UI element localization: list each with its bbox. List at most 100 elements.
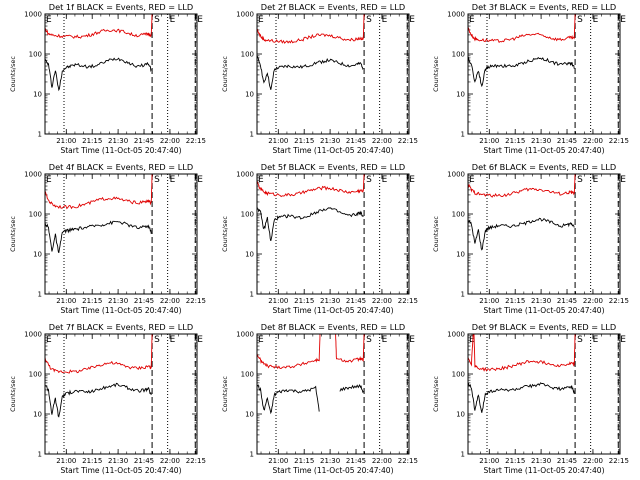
y-tick-label: 1 (38, 451, 42, 459)
x-tick-label: 21:15 (82, 137, 102, 145)
y-tick-label: 100 (452, 371, 465, 379)
chart-panel-7: Det 7f BLACK = Events, RED = LLD Counts/s… (9, 322, 206, 475)
x-tick-label: 21:30 (320, 457, 340, 465)
marker-label: E (170, 15, 176, 25)
events-series-line (44, 220, 152, 254)
y-tick-label: 1000 (447, 331, 465, 339)
events-series-line (256, 206, 364, 242)
x-tick-label: 21:45 (557, 137, 577, 145)
y-tick-label: 1000 (447, 171, 465, 179)
chart-panel-3: Det 3f BLACK = Events, RED = LLD Counts/s… (432, 2, 629, 155)
y-tick-label: 1000 (24, 171, 42, 179)
x-tick-label: 21:45 (346, 137, 366, 145)
chart-panel-1: Det 1f BLACK = Events, RED = LLD Counts/s… (9, 2, 206, 155)
events-series-line (467, 56, 575, 88)
x-tick-label: 21:30 (320, 137, 340, 145)
chart-title: Det 4f BLACK = Events, RED = LLD (49, 162, 193, 172)
y-tick-label: 1 (461, 291, 465, 299)
marker-label: S (154, 175, 160, 185)
events-series-line (44, 382, 152, 418)
y-tick-label: 10 (245, 91, 254, 99)
x-axis-label: Start Time (11-Oct-05 20:47:40) (272, 146, 393, 155)
x-tick-label: 21:45 (134, 137, 154, 145)
marker-label: E (593, 175, 599, 185)
chart-title: Det 1f BLACK = Events, RED = LLD (49, 2, 193, 12)
y-tick-label: 1000 (447, 11, 465, 19)
x-tick-label: 21:00 (479, 457, 499, 465)
chart-title: Det 6f BLACK = Events, RED = LLD (472, 162, 616, 172)
chart-panel-2: Det 2f BLACK = Events, RED = LLD Counts/s… (221, 2, 418, 155)
y-axis-label: Counts/sec (221, 376, 229, 412)
chart-panel-8: Det 8f BLACK = Events, RED = LLD Counts/s… (221, 322, 418, 475)
y-tick-label: 10 (33, 411, 42, 419)
x-tick-label: 21:15 (82, 297, 102, 305)
y-tick-label: 1 (38, 291, 42, 299)
marker-label: E (46, 335, 52, 345)
marker-label: E (170, 335, 176, 345)
marker-label: E (409, 335, 415, 345)
events-series-line (256, 383, 364, 415)
y-tick-label: 1 (461, 131, 465, 139)
y-tick-label: 1 (461, 451, 465, 459)
x-tick-label: 21:45 (346, 297, 366, 305)
chart-panel-6: Det 6f BLACK = Events, RED = LLD Counts/s… (432, 162, 629, 315)
x-tick-label: 21:00 (268, 457, 288, 465)
y-tick-label: 10 (456, 91, 465, 99)
x-tick-label: 22:00 (583, 297, 603, 305)
x-tick-label: 22:15 (398, 457, 418, 465)
marker-label: E (469, 175, 475, 185)
x-tick-label: 21:45 (134, 457, 154, 465)
marker-label: S (154, 15, 160, 25)
plot-frame (256, 333, 410, 455)
events-series-line (467, 382, 575, 413)
y-axis-label: Counts/sec (432, 56, 440, 92)
y-axis-label: Counts/sec (9, 216, 17, 252)
x-tick-label: 22:00 (160, 457, 180, 465)
x-tick-label: 21:00 (268, 297, 288, 305)
y-tick-label: 100 (241, 371, 254, 379)
y-tick-label: 10 (456, 251, 465, 259)
x-tick-label: 21:00 (56, 297, 76, 305)
marker-label: E (197, 15, 203, 25)
chart-title: Det 9f BLACK = Events, RED = LLD (472, 322, 616, 332)
x-tick-label: 21:45 (557, 297, 577, 305)
marker-label: E (197, 335, 203, 345)
x-tick-label: 22:15 (398, 137, 418, 145)
x-tick-label: 21:15 (294, 137, 314, 145)
chart-title: Det 3f BLACK = Events, RED = LLD (472, 2, 616, 12)
plot-frame (44, 333, 198, 455)
lld-series-line (256, 173, 366, 198)
plot-frame (44, 13, 198, 135)
y-tick-label: 1000 (24, 331, 42, 339)
marker-label: E (258, 175, 264, 185)
chart-panel-5: Det 5f BLACK = Events, RED = LLD Counts/s… (221, 162, 418, 315)
x-tick-label: 21:30 (108, 137, 128, 145)
lld-series-line (467, 13, 577, 43)
x-tick-label: 21:30 (531, 137, 551, 145)
y-tick-label: 1 (250, 131, 254, 139)
x-tick-label: 21:15 (294, 457, 314, 465)
lld-series-line (44, 173, 154, 210)
marker-label: S (577, 15, 583, 25)
marker-label: S (366, 175, 372, 185)
x-tick-label: 22:15 (186, 457, 206, 465)
marker-label: E (409, 175, 415, 185)
chart-title: Det 5f BLACK = Events, RED = LLD (261, 162, 405, 172)
marker-label: E (382, 335, 388, 345)
x-tick-label: 21:30 (531, 457, 551, 465)
x-tick-label: 21:15 (294, 297, 314, 305)
chart-panel-4: Det 4f BLACK = Events, RED = LLD Counts/s… (9, 162, 206, 315)
y-tick-label: 100 (241, 51, 254, 59)
y-tick-label: 1000 (236, 171, 254, 179)
chart-title: Det 2f BLACK = Events, RED = LLD (261, 2, 405, 12)
marker-label: E (382, 175, 388, 185)
x-tick-label: 22:15 (398, 297, 418, 305)
x-tick-label: 22:00 (372, 457, 392, 465)
x-tick-label: 22:15 (609, 297, 629, 305)
x-tick-label: 22:15 (186, 297, 206, 305)
marker-label: S (154, 335, 160, 345)
x-tick-label: 22:00 (160, 137, 180, 145)
x-tick-label: 21:15 (505, 297, 525, 305)
marker-label: E (170, 175, 176, 185)
lld-series-line (467, 173, 577, 198)
